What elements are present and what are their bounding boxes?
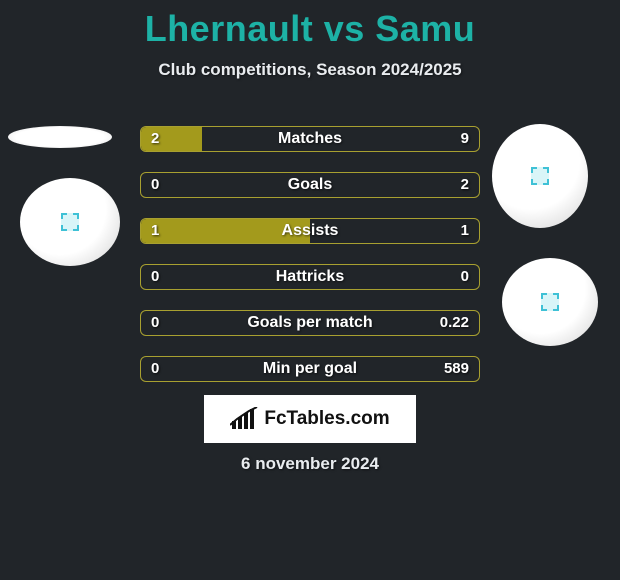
watermark-text: FcTables.com [264,408,389,430]
stats-bars: 2 Matches 9 0 Goals 2 1 Assists 1 0 Hatt… [140,126,480,402]
image-placeholder-icon [531,167,549,185]
stat-right-value: 9 [461,127,469,151]
stat-row: 0 Hattricks 0 [140,264,480,290]
player-left-shadow [8,126,112,148]
stat-row: 1 Assists 1 [140,218,480,244]
stat-row: 0 Min per goal 589 [140,356,480,382]
image-placeholder-icon [541,293,559,311]
stat-right-value: 0.22 [440,311,469,335]
stat-row: 0 Goals 2 [140,172,480,198]
player-left-avatar [20,178,120,266]
image-placeholder-icon [61,213,79,231]
stat-right-value: 1 [461,219,469,243]
stat-row: 2 Matches 9 [140,126,480,152]
player-right-avatar-2 [502,258,598,346]
player-right-avatar-1 [492,124,588,228]
stat-label: Hattricks [141,265,479,289]
stat-label: Matches [141,127,479,151]
stat-label: Goals [141,173,479,197]
comparison-subtitle: Club competitions, Season 2024/2025 [0,60,620,80]
chart-icon [230,407,258,431]
comparison-date: 6 november 2024 [0,454,620,474]
stat-right-value: 2 [461,173,469,197]
stat-right-value: 0 [461,265,469,289]
stat-label: Goals per match [141,311,479,335]
stat-label: Min per goal [141,357,479,381]
stat-label: Assists [141,219,479,243]
watermark: FcTables.com [204,395,416,443]
comparison-title: Lhernault vs Samu [0,0,620,50]
stat-right-value: 589 [444,357,469,381]
stat-row: 0 Goals per match 0.22 [140,310,480,336]
